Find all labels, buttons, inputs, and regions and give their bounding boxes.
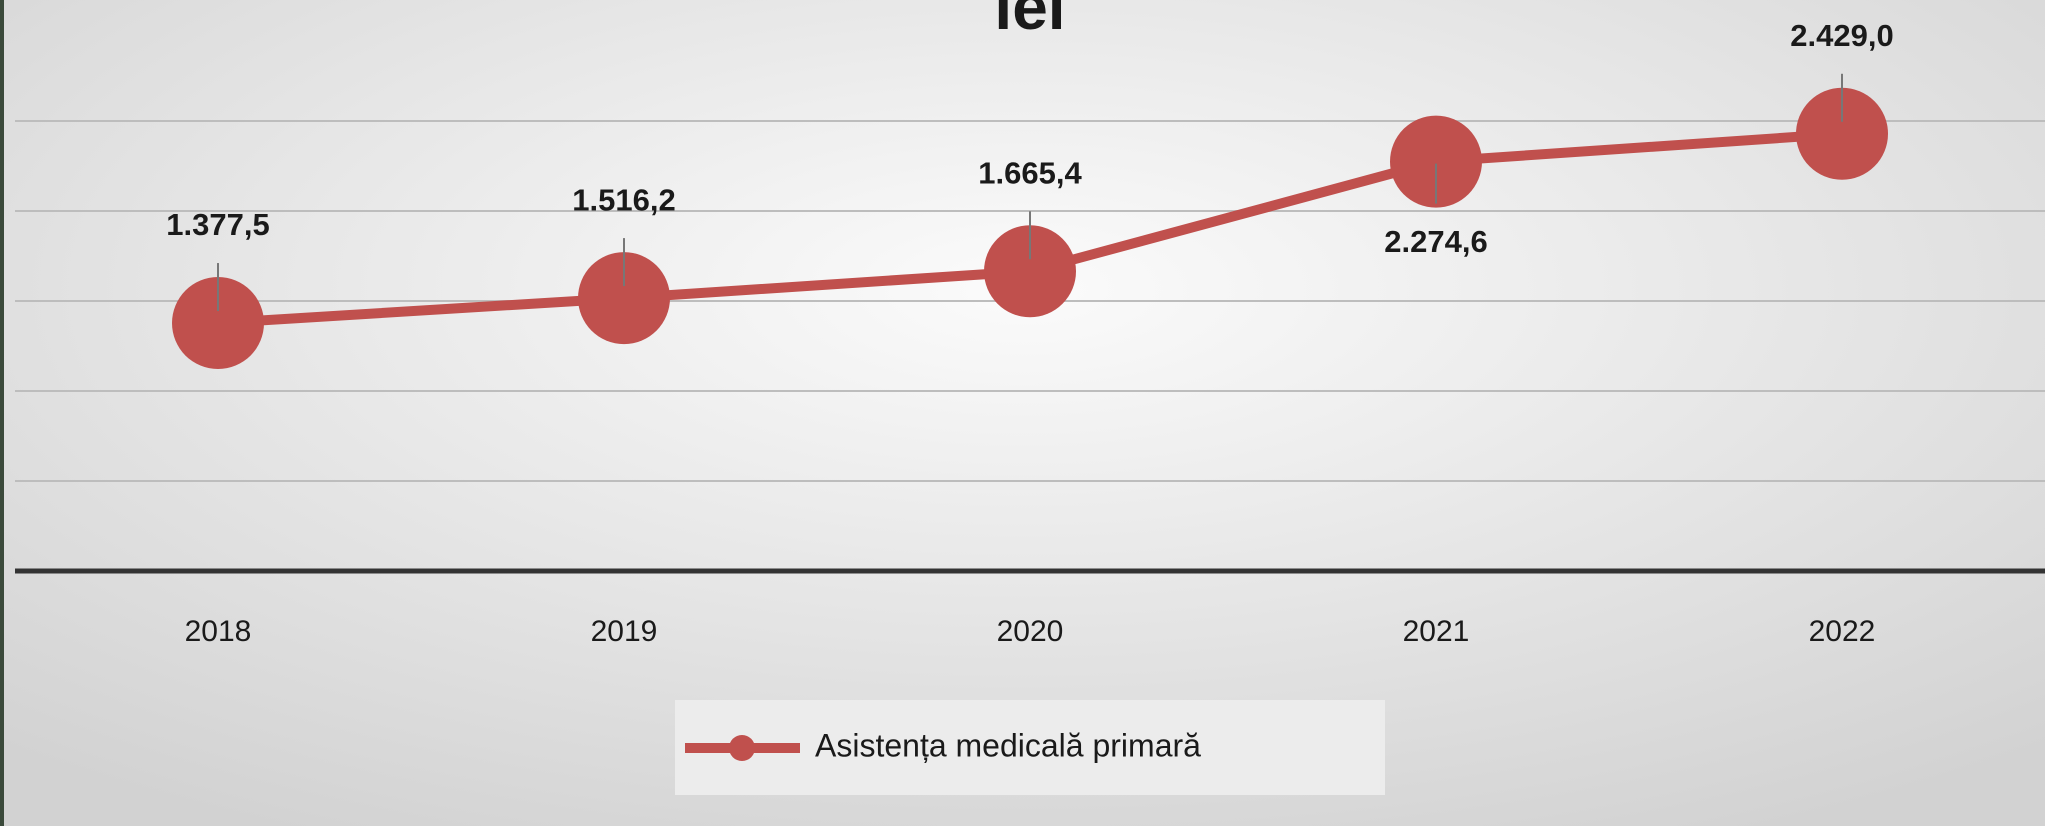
data-point xyxy=(1796,87,1888,180)
data-point xyxy=(984,225,1076,318)
chart-title: lei xyxy=(994,0,1065,43)
data-label: 1.665,4 xyxy=(978,155,1082,190)
x-tick-label: 2022 xyxy=(1809,615,1876,648)
x-tick-label: 2018 xyxy=(185,615,252,648)
legend-label: Asistența medicală primară xyxy=(815,727,1201,763)
legend-marker xyxy=(729,735,755,761)
x-tick-label: 2019 xyxy=(591,615,658,648)
data-point xyxy=(172,277,264,370)
data-label: 2.274,6 xyxy=(1384,224,1487,259)
x-tick-label: 2021 xyxy=(1403,615,1470,648)
data-label: 1.516,2 xyxy=(572,182,675,217)
data-label: 1.377,5 xyxy=(166,207,269,242)
border xyxy=(0,0,4,826)
data-label: 2.429,0 xyxy=(1790,18,1893,53)
data-point xyxy=(578,252,670,345)
data-point xyxy=(1390,115,1482,208)
x-tick-label: 2020 xyxy=(997,615,1064,648)
